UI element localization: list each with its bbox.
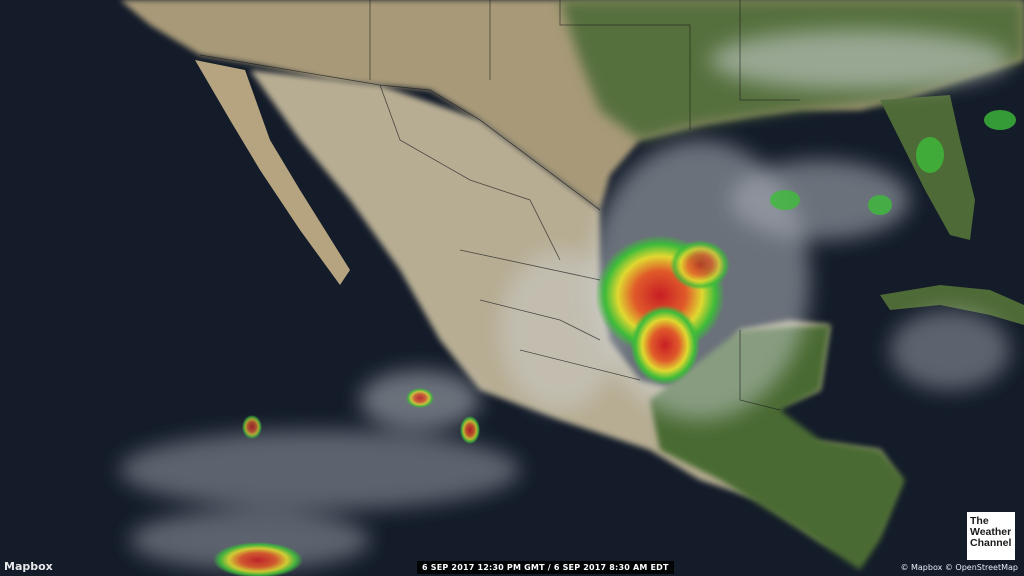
mapbox-logo[interactable]: Mapbox	[4, 560, 53, 573]
osm-attribution-link[interactable]: © OpenStreetMap	[944, 563, 1018, 572]
mapbox-attribution-link[interactable]: © Mapbox	[900, 563, 943, 572]
state-borders	[199, 0, 800, 411]
logo-line: Channel	[970, 537, 1012, 549]
radar-precipitation	[213, 110, 1016, 576]
land-cuba	[880, 285, 1024, 325]
logo-line: Weather	[970, 526, 1012, 538]
map-attribution: © Mapbox © OpenStreetMap	[900, 563, 1018, 572]
logo-line: The	[970, 515, 989, 527]
weather-channel-logo[interactable]: The Weather Channel	[967, 512, 1015, 560]
land-baja	[195, 60, 350, 285]
timestamp-label: 6 SEP 2017 12:30 PM GMT / 6 SEP 2017 8:3…	[417, 561, 674, 574]
